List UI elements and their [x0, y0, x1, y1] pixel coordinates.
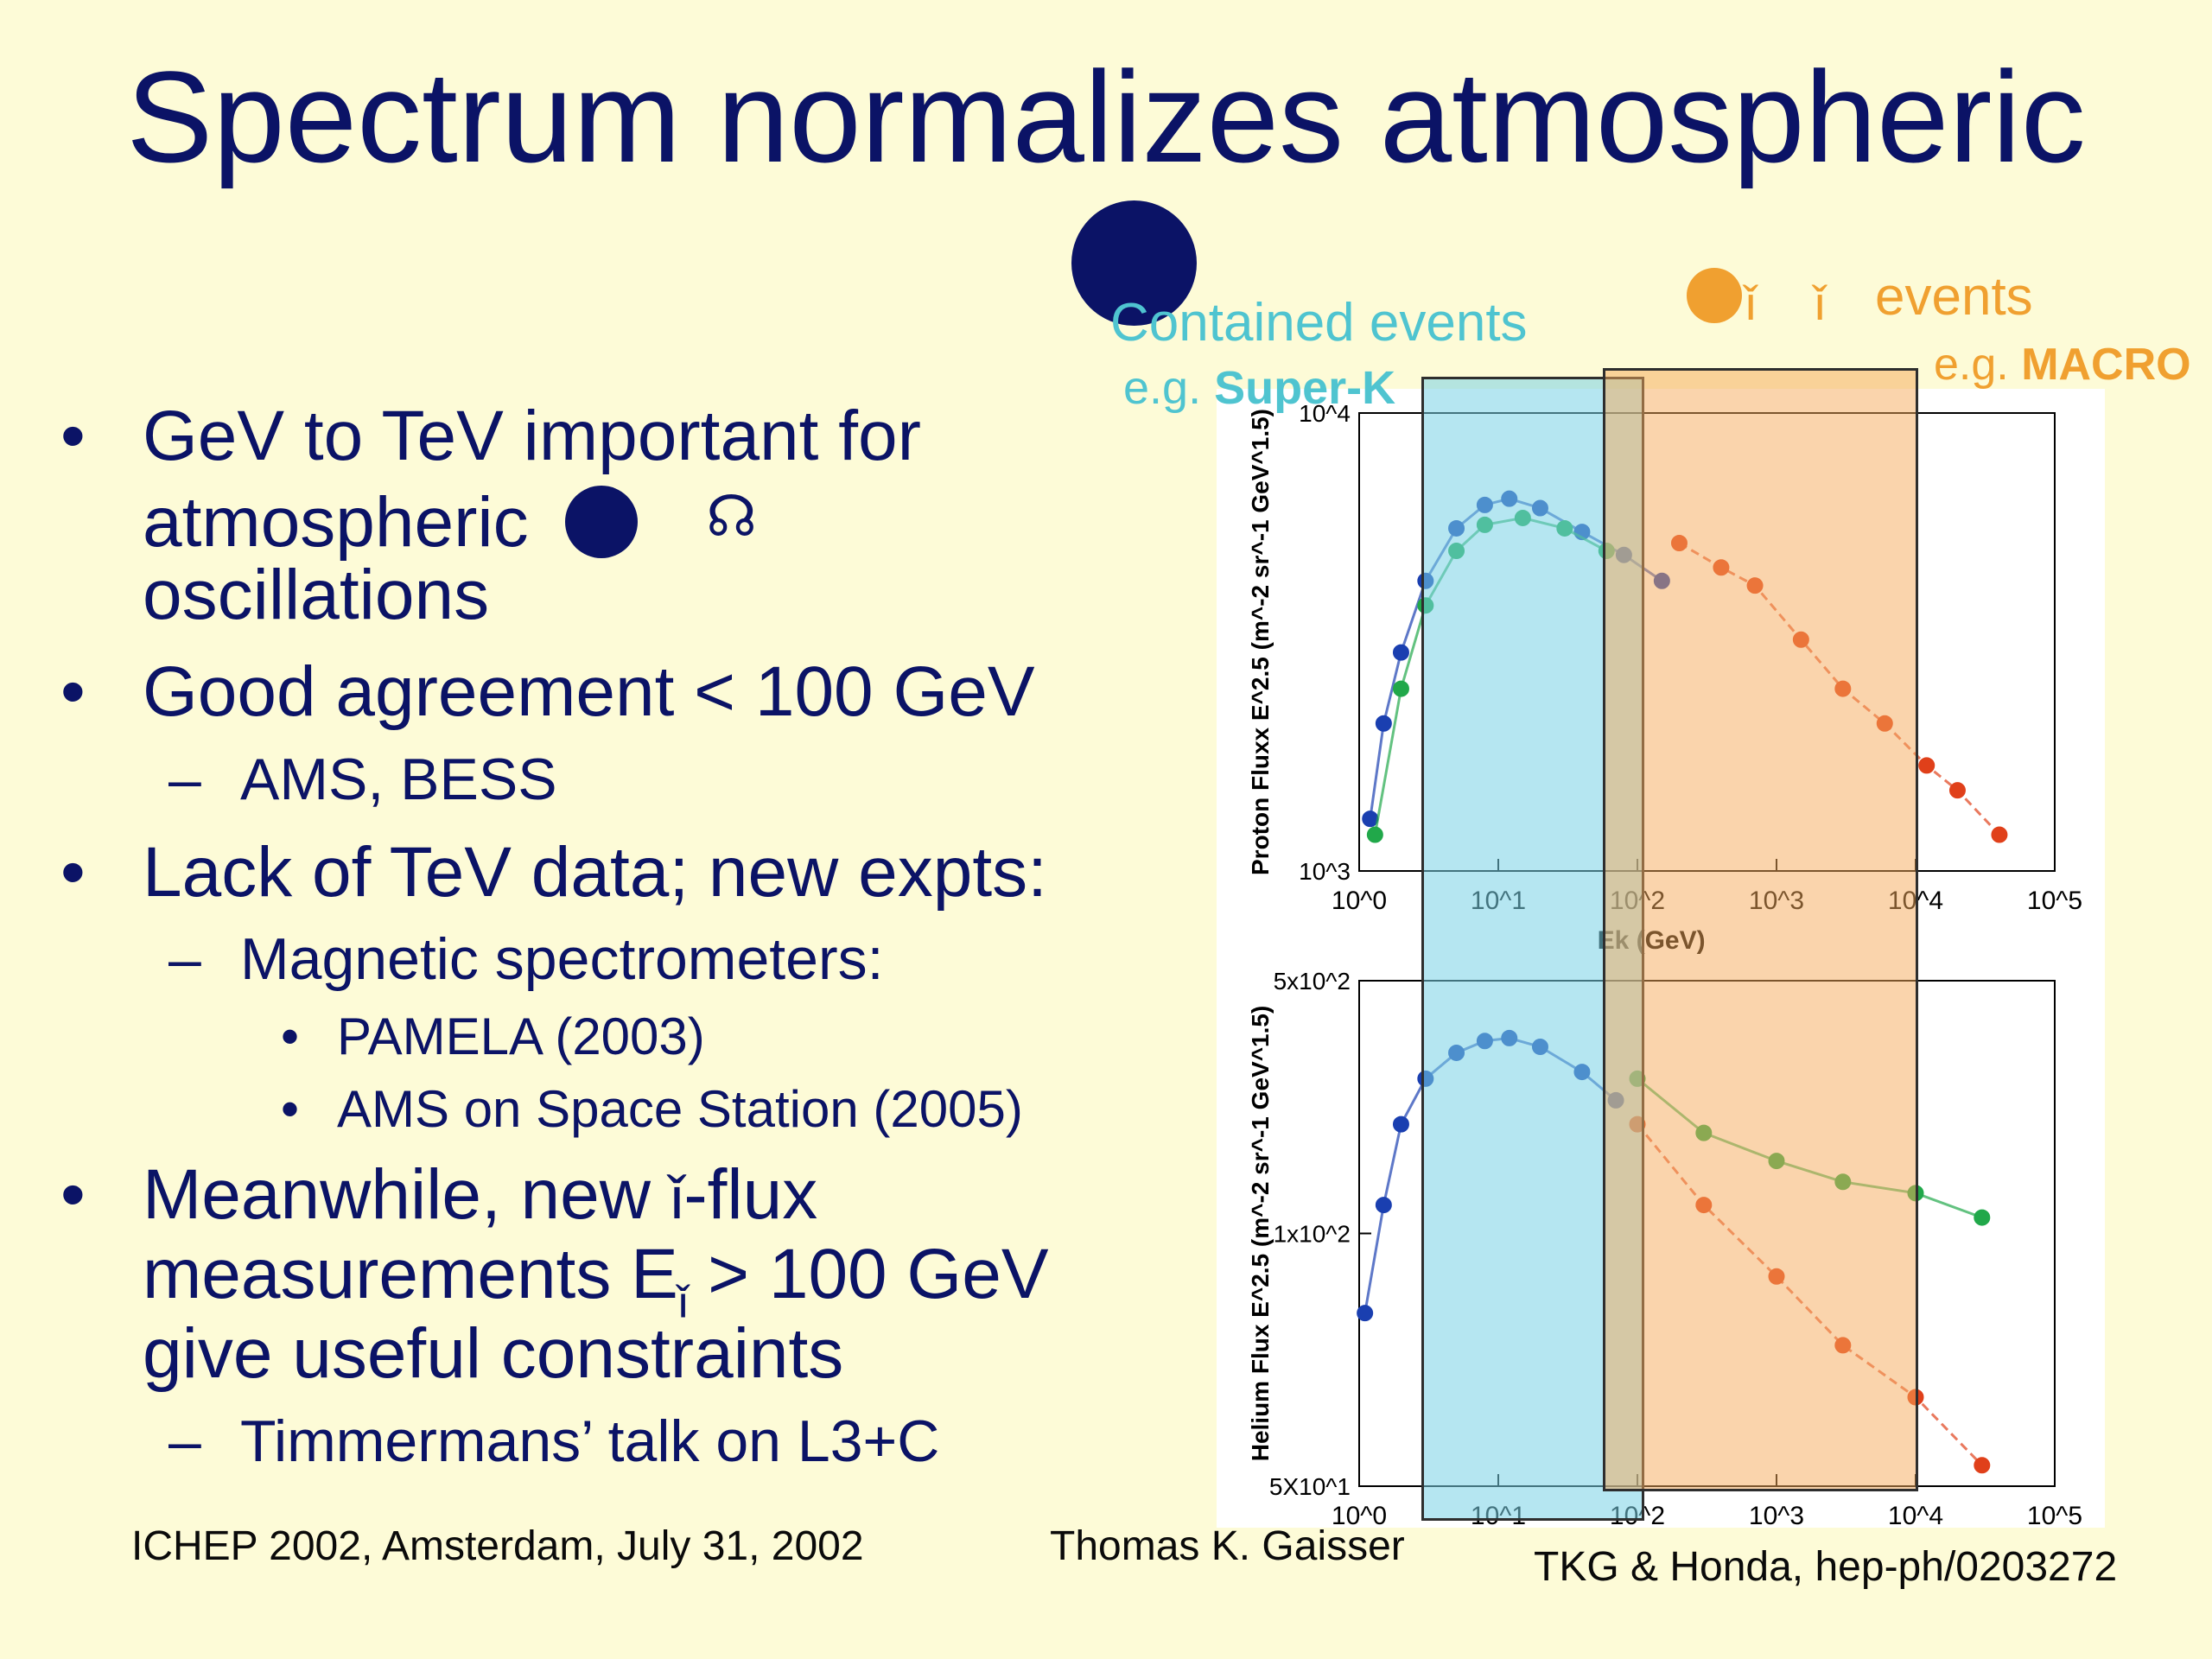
- data-point: [1366, 826, 1383, 843]
- sub-bullet-mark: –: [168, 926, 201, 992]
- x-tick-label: 10^0: [1332, 887, 1387, 915]
- subsub-bullet-mark: •: [281, 1007, 300, 1065]
- nu-flux-icon: ǐ: [670, 1164, 684, 1231]
- bullet-mark: •: [60, 1155, 86, 1234]
- bullet-mark: •: [60, 652, 86, 731]
- upward-events-label: events: [1875, 267, 2033, 327]
- bullet-4-sub-1: Timmermans’ talk on L3+C: [240, 1408, 940, 1474]
- bullet-mark: •: [60, 833, 86, 912]
- nu-subscript-icon: ǐ: [677, 1277, 689, 1327]
- bullet-3-line-1: Lack of TeV data; new expts:: [143, 833, 1047, 912]
- macro-label: MACRO: [2021, 340, 2191, 390]
- data-point: [1375, 715, 1392, 732]
- bullet-mark: •: [60, 397, 86, 475]
- bullet-2-sub-1: AMS, BESS: [240, 747, 557, 812]
- sub-bullet-mark: –: [168, 747, 201, 812]
- nu-symbol-icon: [565, 486, 639, 558]
- data-point: [1392, 680, 1409, 697]
- bullet-3-subsub-1: PAMELA (2003): [337, 1007, 705, 1065]
- upward-symbol-icon: ǐ: [1745, 276, 1757, 330]
- data-point: [1991, 826, 2008, 843]
- contained-events-label: Contained events: [1110, 293, 1528, 353]
- contained-eg: e.g. Super-K: [1123, 362, 1396, 414]
- nu-symbol-icon: [1071, 200, 1197, 326]
- data-point: [1918, 757, 1936, 774]
- bullet-3-subsub-2: AMS on Space Station (2005): [337, 1080, 1023, 1138]
- x-tick-label: 10^0: [1332, 1502, 1387, 1528]
- bullet-1-line-2: atmospheric ☊: [143, 475, 757, 563]
- y-tick-label: 5X10^1: [1269, 1473, 1351, 1500]
- data-point: [1974, 1209, 1991, 1226]
- bullet-4-line-3: give useful constraints: [143, 1314, 844, 1393]
- data-point: [1375, 1197, 1392, 1214]
- upward-symbol-2-icon: ǐ: [1815, 276, 1826, 330]
- bullet-1-line-3: oscillations: [143, 556, 490, 634]
- upward-events-range: [1603, 368, 1918, 1491]
- y-tick-label: 10^4: [1299, 400, 1351, 427]
- nu-glyph-icon: ☊: [706, 484, 757, 548]
- mu-symbol-icon: [1687, 268, 1742, 323]
- y-axis-label: Proton Fluxx E^2.5 (m^-2 sr^-1 GeV^1.5): [1247, 409, 1274, 875]
- bullet-3-sub-1: Magnetic spectrometers:: [240, 926, 884, 992]
- footer-author: Thomas K. Gaisser: [1050, 1523, 1405, 1569]
- data-point: [1392, 1116, 1409, 1133]
- x-tick-label: 10^5: [2027, 887, 2082, 915]
- footer-conference: ICHEP 2002, Amsterdam, July 31, 2002: [131, 1523, 864, 1569]
- data-point: [1948, 782, 1966, 799]
- y-axis-label: Helium Flux E^2.5 (m^-2 sr^-1 GeV^1.5): [1247, 1006, 1274, 1462]
- footer-reference: TKG & Honda, hep-ph/0203272: [1534, 1544, 2118, 1590]
- x-tick-label: 10^3: [1749, 1502, 1804, 1528]
- data-point: [1974, 1457, 1991, 1474]
- y-tick-label: 10^3: [1299, 858, 1351, 885]
- data-point: [1392, 644, 1409, 661]
- slide-title: Spectrum normalizes atmospheric: [126, 44, 2086, 189]
- bullet-1-line-1: GeV to TeV important for: [143, 397, 921, 475]
- bullet-4-line-1: Meanwhile, new ǐ-flux: [143, 1155, 818, 1234]
- y-tick-label: 1x10^2: [1274, 1221, 1351, 1248]
- bullet-4-line-2: measurements Eǐ > 100 GeV: [143, 1235, 1049, 1327]
- data-point: [1357, 1305, 1374, 1322]
- x-tick-label: 10^5: [2027, 1502, 2082, 1528]
- bullet-2-line-1: Good agreement < 100 GeV: [143, 652, 1035, 731]
- super-k-label: Super-K: [1214, 362, 1396, 414]
- subsub-bullet-mark: •: [281, 1080, 300, 1138]
- x-tick-label: 10^4: [1888, 1502, 1943, 1528]
- y-tick-label: 5x10^2: [1274, 968, 1351, 995]
- sub-bullet-mark: –: [168, 1408, 201, 1474]
- upward-eg: e.g. MACRO: [1934, 340, 2191, 390]
